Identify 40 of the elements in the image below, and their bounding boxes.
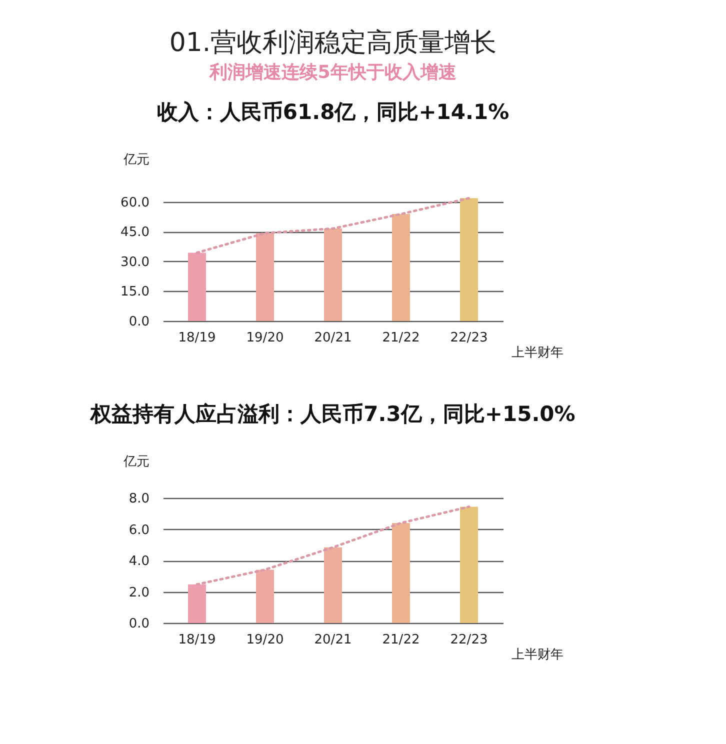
x-tick-label: 21/22 xyxy=(382,330,420,346)
line-series xyxy=(196,506,470,586)
text: 01.营收利润稳定高质量增长 xyxy=(169,28,497,58)
y-tick-label: 0.0 xyxy=(128,314,150,330)
text: 利润增速连续5年快于收入增速 xyxy=(208,62,456,83)
x-tick-label: 19/20 xyxy=(246,632,284,648)
bar xyxy=(256,570,274,623)
line-series xyxy=(196,196,470,254)
y-tick-label: 4.0 xyxy=(128,554,150,569)
y-tick-label: 2.0 xyxy=(128,585,150,600)
bar xyxy=(188,252,206,321)
x-tick-label: 21/22 xyxy=(382,632,420,648)
bar xyxy=(256,233,274,321)
y-tick-label: 0.0 xyxy=(128,616,150,632)
x-tick-label: 19/20 xyxy=(246,330,284,346)
x-axis-title: 上半财年 xyxy=(512,648,564,662)
y-tick-label: 6.0 xyxy=(128,522,150,538)
x-axis-title: 上半财年 xyxy=(512,346,564,360)
y-tick-label: 45.0 xyxy=(120,225,150,240)
x-tick-label: 18/19 xyxy=(178,330,216,346)
x-tick-label: 20/21 xyxy=(314,330,352,346)
y-tick-label: 8.0 xyxy=(128,492,150,506)
bar xyxy=(324,228,342,321)
bar xyxy=(324,547,342,623)
bar xyxy=(392,523,410,623)
y-axis-title: 亿元 xyxy=(122,152,150,168)
y-tick-label: 15.0 xyxy=(120,284,150,300)
x-tick-label: 22/23 xyxy=(450,330,488,346)
y-tick-label: 30.0 xyxy=(120,254,150,270)
x-tick-label: 20/21 xyxy=(314,632,352,648)
bar xyxy=(460,506,478,623)
chart-title: 权益持有人应占溢利：人民币7.3亿，同比+15.0% xyxy=(90,402,576,426)
x-tick-label: 18/19 xyxy=(178,632,216,648)
bar xyxy=(392,214,410,321)
y-tick-label: 60.0 xyxy=(120,195,150,210)
bar xyxy=(188,584,206,623)
bar xyxy=(460,198,478,321)
y-axis-title: 亿元 xyxy=(122,454,150,470)
x-tick-label: 22/23 xyxy=(450,632,488,648)
chart-title: 收入：人民币61.8亿，同比+14.1% xyxy=(156,100,510,124)
